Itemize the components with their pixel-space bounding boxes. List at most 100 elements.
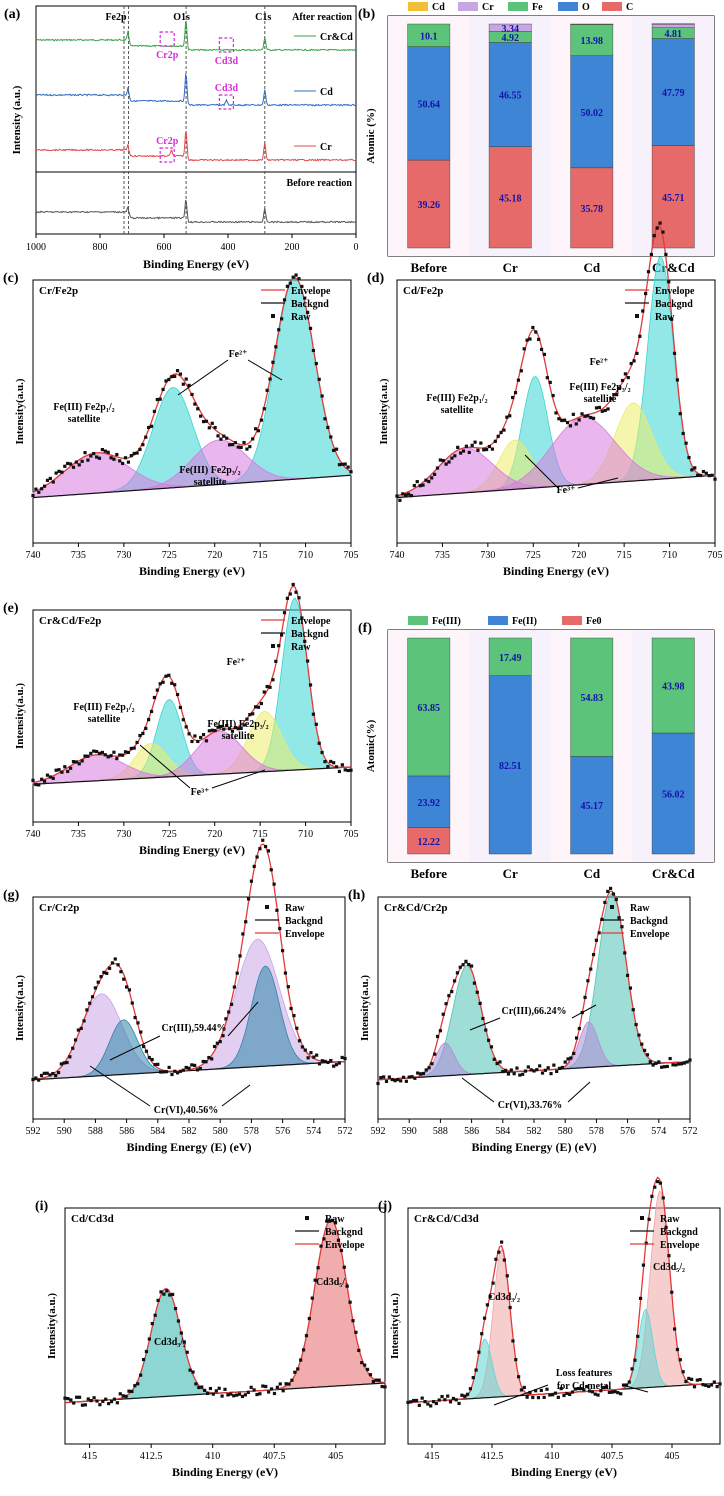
legend-label: Raw [285,903,305,914]
raw-point [471,1376,475,1380]
raw-point [93,986,97,990]
raw-point [444,1002,448,1006]
raw-point [511,1339,515,1343]
raw-point [57,768,61,772]
raw-point [280,317,284,321]
x-tick-label: 710 [662,550,677,561]
legend-label: Envelope [660,1240,700,1251]
panel-letter: (e) [3,601,19,616]
raw-point [600,917,604,921]
annotation: satellite [194,477,227,488]
raw-point [79,1026,83,1031]
raw-point [281,949,285,953]
raw-point [304,1334,309,1338]
raw-point [399,1079,403,1083]
raw-point [599,1389,603,1393]
raw-point [187,732,191,736]
raw-point [261,1384,265,1388]
raw-point [326,425,330,430]
raw-point [133,1384,137,1388]
raw-point [413,1076,417,1080]
raw-point [121,753,125,757]
raw-point [255,1392,259,1397]
panel-d: 740 735 730 725 720 715 710 705 Binding Energy (… [367,221,723,578]
x-axis-label: Binding Energy (eV) [172,1465,278,1479]
annotation: Cr(VI),33.76% [498,1100,562,1111]
data-label: 50.02 [581,108,604,119]
legend-marker [635,314,639,318]
x-tick-label: 400 [221,242,236,253]
raw-point [277,644,281,648]
survey-line [35,73,356,107]
raw-point [339,1248,343,1253]
raw-point [619,1392,623,1396]
raw-point [69,1398,73,1402]
raw-point [179,1331,183,1335]
raw-point [60,470,64,474]
annotation-arrow [567,1081,591,1103]
raw-point [287,1382,291,1386]
raw-point [97,751,102,755]
raw-point [409,1400,413,1404]
legend-marker [265,905,269,909]
plot-frame [64,1207,386,1445]
raw-point [343,768,347,772]
x-axis-label: Binding Energy (eV) [511,1465,617,1479]
raw-point [371,1379,375,1384]
raw-point [447,994,451,998]
raw-point [54,1073,58,1078]
annotation: Cd3d [215,83,239,94]
raw-point [112,750,116,754]
legend-marker [458,2,478,11]
raw-point [74,460,78,464]
raw-point [222,434,226,438]
x-tick-label: 588 [433,1126,448,1137]
raw-point [528,1390,532,1395]
raw-point [54,471,58,475]
raw-point [226,1393,230,1397]
raw-point [479,441,483,445]
raw-point [461,449,466,453]
panel-g: 592 590 588 586 584 582 580 578 576 574 572 Binding… [3,838,353,1154]
x-tick-label: 415 [425,1451,440,1462]
raw-point [516,378,521,382]
raw-point [124,1394,128,1398]
raw-point [208,1386,213,1391]
raw-point [467,450,471,455]
raw-point [690,468,694,472]
raw-point [301,1348,306,1352]
legend-label: Fe0 [586,616,602,627]
raw-point [315,1053,319,1057]
annotation: satellite [584,394,617,405]
raw-point [141,1357,146,1362]
legend-marker [408,2,428,11]
panel-letter: (b) [358,7,375,22]
x-tick-label: 720 [207,550,222,561]
raw-point [495,1061,499,1066]
x-tick-label: 405 [328,1451,343,1462]
raw-point [80,459,84,463]
raw-point [348,1300,352,1304]
legend-label: Backgnd [291,629,329,640]
raw-point [519,1388,524,1392]
raw-point [488,1294,492,1299]
bar-segment [570,637,614,757]
annotation: satellite [68,414,101,425]
raw-point [278,1382,282,1386]
raw-point [104,1397,108,1401]
legend-label: Cr [320,142,332,153]
raw-point [133,1015,137,1020]
x-tick-label: 715 [617,550,632,561]
raw-point [640,1042,644,1046]
raw-point [57,469,61,473]
legend-label: Backgnd [291,299,329,310]
raw-point [31,1077,35,1082]
raw-point [178,705,183,710]
raw-point [264,1384,268,1389]
raw-point [604,1385,609,1389]
raw-point [207,729,211,733]
x-tick-label: 715 [253,550,268,561]
raw-point [545,1387,549,1391]
raw-point [329,759,333,764]
raw-point [147,1337,151,1341]
